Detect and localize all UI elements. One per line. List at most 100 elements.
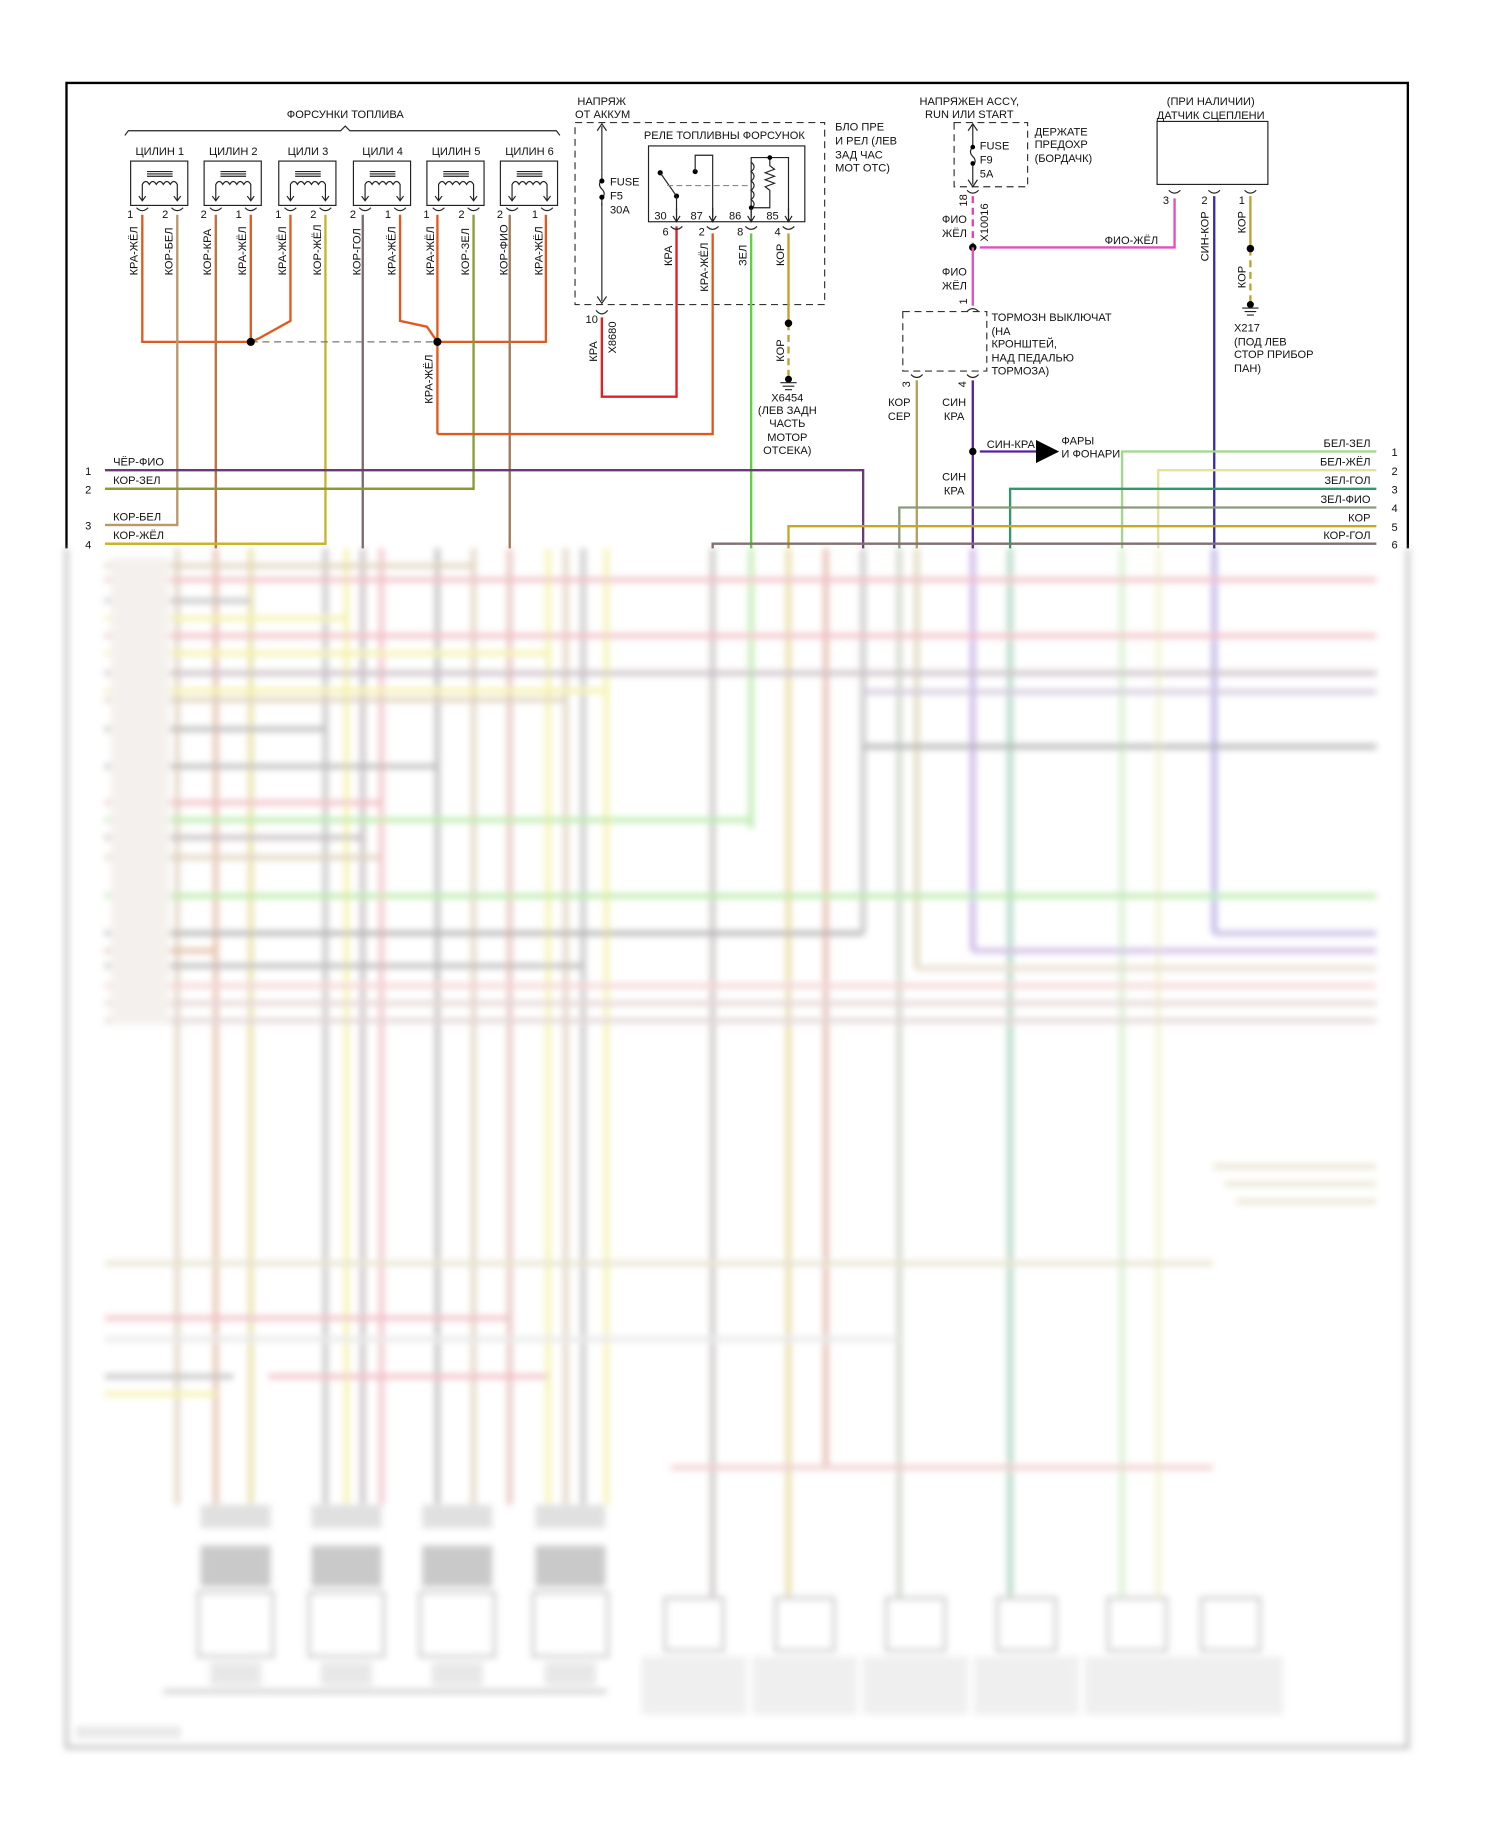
wire-label: СИН	[942, 397, 966, 409]
fuel-injector: ЦИЛИН 1 1 КРА-ЖЁЛ 2 КОР-БЕЛ	[127, 146, 189, 275]
headlamps-link-2[interactable]: И ФОНАРИ	[1061, 448, 1120, 460]
component-label: КРОНШТЕЙ,	[991, 338, 1057, 351]
headlamps-link[interactable]: ФАРЫ	[1061, 436, 1094, 448]
ground-label: МОТОР	[767, 432, 807, 444]
block-label: И РЕЛ (ЛЕВ	[835, 136, 897, 148]
wire-label: ЖЁЛ	[942, 228, 967, 240]
injector-body	[499, 160, 559, 206]
pin-number: 2	[458, 209, 464, 221]
component-label: НАД ПЕДАЛЬЮ	[991, 353, 1074, 365]
pin-number: 1	[385, 209, 391, 221]
connector-pin	[706, 207, 719, 230]
wire-label: КРА-ЖЁЛ	[699, 243, 711, 292]
harness-row-left: 1 ЧЁР-ФИО	[85, 457, 865, 549]
pin-number: 2	[699, 227, 705, 239]
terminal-number: 85	[766, 210, 778, 222]
injector-label: ЦИЛИН 6	[505, 146, 554, 158]
ground-label: ОТСЕКА)	[763, 445, 811, 457]
pin-number: 3	[1163, 195, 1169, 207]
accy-label: НАПРЯЖЕН ACCY,	[920, 96, 1020, 108]
connector-pin	[171, 207, 184, 212]
connector-pin	[358, 207, 372, 212]
pin-number: 2	[1201, 195, 1207, 207]
injector-body	[352, 160, 412, 206]
fuse-rating: 30A	[610, 205, 630, 217]
connector-pin	[393, 207, 407, 212]
relay-title: РЕЛЕ ТОПЛИВНЫ ФОРСУНОК	[644, 130, 805, 142]
connector-pin	[744, 207, 758, 230]
wire-label: КРА-ЖЁЛ	[129, 226, 141, 275]
wire-label: СЕР	[888, 411, 911, 423]
arrow-icon	[596, 122, 608, 305]
injector-body	[278, 160, 337, 206]
wire-label: КОР-ЖЁЛ	[312, 224, 324, 275]
wire-label: ФИО	[942, 214, 967, 226]
row-number: 2	[1392, 466, 1398, 478]
wire	[250, 214, 292, 343]
fuse-label: FUSE	[980, 140, 1010, 152]
wire-label: КРА	[588, 341, 600, 362]
wire-label: КРА	[663, 245, 675, 266]
row-number: 3	[85, 521, 91, 533]
wire	[711, 542, 1377, 549]
wire-label: ЗЕЛ-ГОЛ	[1324, 475, 1370, 487]
row-number: 3	[1392, 485, 1398, 497]
wire-label: СИН-КРА	[987, 439, 1036, 451]
clutch-label: (ПРИ НАЛИЧИИ)	[1167, 96, 1255, 108]
row-number: 5	[1392, 522, 1398, 534]
row-number: 1	[85, 466, 91, 478]
row-number: 6	[1392, 539, 1398, 551]
fuse-label: FUSE	[610, 177, 640, 189]
coil-icon	[138, 170, 182, 202]
injector-body	[426, 160, 485, 206]
fuel-injector: ЦИЛИН 6 2 КОР-ФИО 1 КРА-ЖЁЛ	[497, 146, 559, 275]
holder-label: (БОРДАЧК)	[1035, 153, 1093, 165]
wire-label: ФИО-ЖЁЛ	[1105, 235, 1159, 247]
wire-label: КОР-ФИО	[498, 224, 510, 275]
battery-label: НАПРЯЖ	[577, 96, 626, 108]
pin-number: 2	[497, 209, 503, 221]
harness-row-right: 4 ЗЕЛ-ФИО	[898, 494, 1398, 549]
wire-label: КРА-ЖЁЛ	[277, 226, 289, 275]
connector-pin	[432, 207, 445, 212]
wire-label: КОР	[1237, 211, 1249, 233]
pin-number: 2	[162, 209, 168, 221]
splice-dot	[784, 319, 793, 327]
wire-label: КОР	[1348, 513, 1370, 525]
clutch-label-2: ДАТЧИК СЦЕПЛЕНИ	[1157, 110, 1265, 122]
connector-pin	[966, 189, 980, 194]
connector-id: X10016	[979, 203, 991, 241]
pin-number: 2	[201, 209, 207, 221]
connector-pin	[136, 207, 149, 212]
wire-label: КОР-ГОЛ	[1323, 530, 1370, 542]
ground-label: СТОР ПРИБОР	[1234, 349, 1313, 361]
row-number: 1	[1392, 447, 1398, 459]
accy-label-2: RUN ИЛИ START	[925, 109, 1014, 121]
fuse-f9: FUSE F9 5A	[968, 140, 1009, 180]
pin-number: 4	[774, 227, 780, 239]
arrow-icon	[967, 122, 978, 188]
row-number: 2	[85, 485, 91, 497]
battery-label-2: ОТ АККУМ	[575, 109, 630, 121]
wire	[1157, 469, 1377, 549]
harness-row-right: 3 ЗЕЛ-ГОЛ	[1008, 475, 1398, 549]
wire-fio-zhel	[971, 198, 1176, 306]
connector-pin	[910, 374, 980, 379]
pin-number: 6	[663, 227, 669, 239]
wire-label: КОР-БЕЛ	[164, 227, 176, 275]
fuel-injector: ЦИЛИ 3 1 КРА-ЖЁЛ 2 КОР-ЖЁЛ	[275, 146, 337, 275]
connector-pin	[1168, 189, 1257, 194]
connector-pin	[244, 207, 258, 212]
wire-label: СИН	[942, 472, 966, 484]
connector-pin	[284, 207, 297, 212]
pin-number: 1	[1239, 195, 1245, 207]
pin-number: 1	[275, 209, 281, 221]
injector-label: ЦИЛИН 2	[209, 146, 258, 158]
brake-switch	[902, 310, 988, 372]
pin-number: 3	[901, 381, 913, 387]
connector-pin	[505, 207, 519, 212]
relay-pins: 30 6 КРА 87 2 КРА-ЖЁЛ 86 8 ЗЕЛ 85 4 КОР	[654, 207, 795, 292]
wire	[1008, 487, 1377, 549]
wire-kra-zhel-relay	[437, 233, 714, 436]
